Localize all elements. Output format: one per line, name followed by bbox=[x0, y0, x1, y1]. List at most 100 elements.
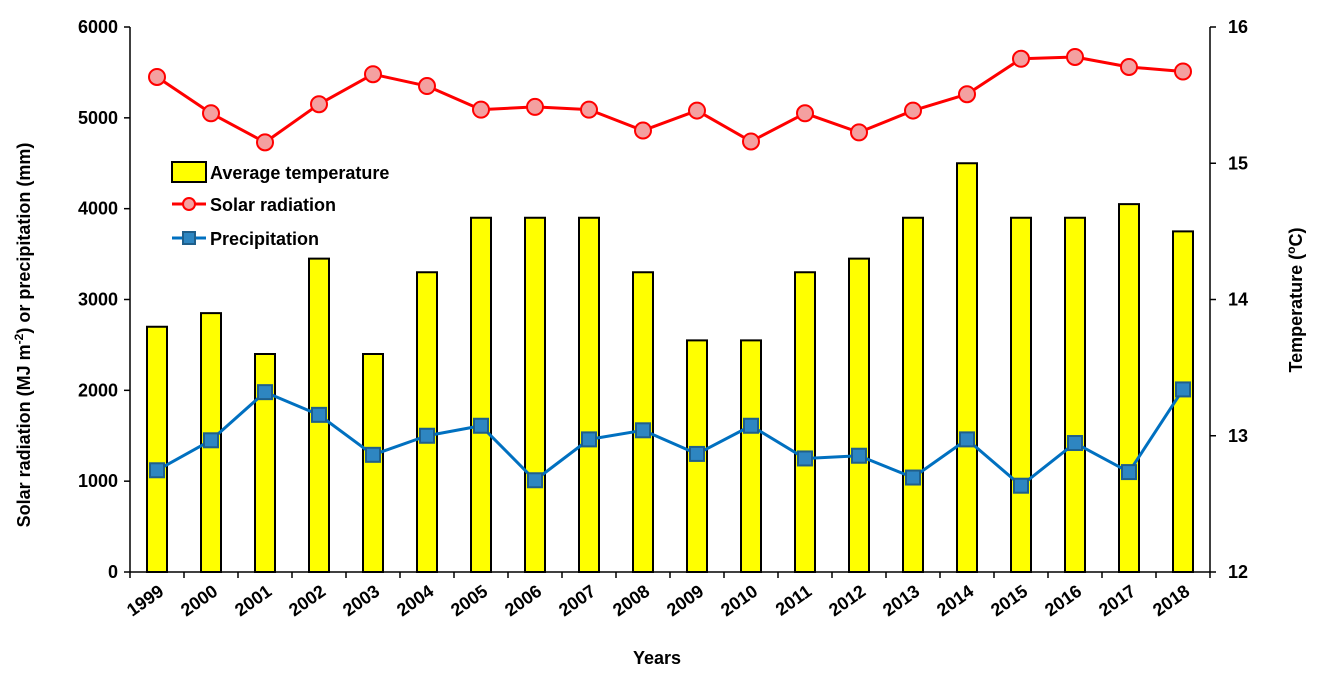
point-solar-2016 bbox=[1066, 47, 1084, 66]
point-precipitation-2007 bbox=[581, 431, 597, 448]
point-precipitation-2016 bbox=[1067, 435, 1083, 452]
bar-temperature-2017 bbox=[1118, 203, 1140, 573]
bar-temperature-2003 bbox=[362, 353, 384, 573]
x-tick-label-2011: 2011 bbox=[772, 581, 815, 620]
y-axis-title-left: Solar radiation (MJ m-2) or precipitatio… bbox=[12, 143, 34, 528]
legend-marker-solar bbox=[182, 197, 196, 211]
point-precipitation-2000 bbox=[203, 432, 219, 449]
point-solar-2013 bbox=[904, 101, 922, 120]
point-precipitation-2008 bbox=[635, 422, 651, 439]
y-right-tick-label: 15 bbox=[1228, 153, 1248, 173]
x-tick-label-2003: 2003 bbox=[339, 581, 383, 620]
line-solar bbox=[156, 55, 1184, 144]
point-solar-2000 bbox=[202, 104, 220, 123]
point-precipitation-2010 bbox=[743, 417, 759, 434]
point-solar-2007 bbox=[580, 100, 598, 119]
y-axis-title-right: Temperature (oC) bbox=[1284, 227, 1306, 372]
bar-temperature-2006 bbox=[524, 216, 546, 573]
bar-temperature-2015 bbox=[1010, 216, 1032, 573]
x-tick-label-2018: 2018 bbox=[1149, 581, 1193, 620]
legend-label-precip: Precipitation bbox=[210, 229, 319, 249]
point-solar-2008 bbox=[634, 121, 652, 140]
y-left-tick-label: 4000 bbox=[78, 199, 118, 219]
point-precipitation-1999 bbox=[149, 462, 165, 479]
point-solar-2011 bbox=[796, 104, 814, 123]
point-precipitation-2003 bbox=[365, 446, 381, 463]
point-solar-2001 bbox=[256, 133, 274, 152]
point-solar-2010 bbox=[742, 132, 760, 151]
y-left-tick-label: 3000 bbox=[78, 290, 118, 310]
point-precipitation-2009 bbox=[689, 445, 705, 462]
x-tick-label-2000: 2000 bbox=[177, 581, 221, 620]
point-solar-2004 bbox=[418, 77, 436, 96]
x-tick-label-2005: 2005 bbox=[447, 581, 491, 620]
chart-legend: Average temperature Solar radiation Prec… bbox=[171, 161, 389, 249]
legend-marker-precip bbox=[182, 231, 196, 245]
line-precipitation bbox=[156, 388, 1185, 488]
y-right-tick-label: 14 bbox=[1228, 290, 1248, 310]
x-tick-label-2007: 2007 bbox=[555, 581, 599, 620]
point-solar-2009 bbox=[688, 101, 706, 120]
point-solar-2005 bbox=[472, 100, 490, 119]
point-solar-2014 bbox=[958, 85, 976, 104]
point-precipitation-2006 bbox=[527, 472, 543, 489]
x-tick-label-2014: 2014 bbox=[933, 581, 977, 620]
point-solar-2006 bbox=[526, 97, 544, 116]
y-left-tick-label: 5000 bbox=[78, 108, 118, 128]
legend-label-solar: Solar radiation bbox=[210, 195, 336, 215]
x-tick-label-2002: 2002 bbox=[285, 581, 329, 620]
bar-temperature-2012 bbox=[848, 257, 870, 573]
bar-temperature-2014 bbox=[956, 162, 978, 573]
point-solar-2015 bbox=[1012, 49, 1030, 68]
point-precipitation-2011 bbox=[797, 450, 813, 467]
x-tick-label-2006: 2006 bbox=[501, 581, 545, 620]
x-tick-label-1999: 1999 bbox=[123, 581, 167, 620]
legend-label-temperature: Average temperature bbox=[210, 163, 389, 183]
y-left-tick-label: 1000 bbox=[78, 471, 118, 491]
bar-temperature-1999 bbox=[146, 325, 168, 573]
point-solar-2002 bbox=[310, 95, 328, 114]
x-tick-label-2012: 2012 bbox=[825, 581, 869, 620]
x-tick-label-2001: 2001 bbox=[231, 581, 275, 620]
point-precipitation-2018 bbox=[1175, 381, 1191, 398]
bar-temperature-2013 bbox=[902, 216, 924, 573]
bar-temperature-2016 bbox=[1064, 216, 1086, 573]
point-precipitation-2001 bbox=[257, 384, 273, 401]
bar-temperature-2005 bbox=[470, 216, 492, 573]
y-right-tick-label: 12 bbox=[1228, 562, 1248, 582]
y-left-tick-label: 0 bbox=[108, 562, 118, 582]
point-solar-2017 bbox=[1120, 57, 1138, 76]
bar-temperature-2010 bbox=[740, 339, 762, 573]
y-right-tick-label: 13 bbox=[1228, 426, 1248, 446]
bar-temperature-2004 bbox=[416, 271, 438, 573]
point-solar-2003 bbox=[364, 65, 382, 84]
x-axis-title: Years bbox=[633, 648, 681, 668]
point-solar-2018 bbox=[1174, 62, 1192, 81]
x-tick-label-2013: 2013 bbox=[879, 581, 923, 620]
bar-temperature-2007 bbox=[578, 216, 600, 573]
y-right-tick-label: 16 bbox=[1228, 17, 1248, 37]
temperature-bars bbox=[146, 162, 1194, 573]
point-precipitation-2017 bbox=[1121, 464, 1137, 481]
point-precipitation-2005 bbox=[473, 417, 489, 434]
x-tick-label-2004: 2004 bbox=[393, 581, 437, 620]
y-left-tick-label: 2000 bbox=[78, 380, 118, 400]
point-precipitation-2004 bbox=[419, 427, 435, 444]
point-solar-1999 bbox=[148, 67, 166, 86]
x-tick-label-2016: 2016 bbox=[1041, 581, 1085, 620]
legend-swatch-temperature bbox=[171, 161, 207, 183]
point-precipitation-2012 bbox=[851, 447, 867, 464]
x-tick-label-2009: 2009 bbox=[663, 581, 707, 620]
bar-temperature-2008 bbox=[632, 271, 654, 573]
data-lines bbox=[148, 47, 1192, 494]
point-precipitation-2015 bbox=[1013, 477, 1029, 494]
point-precipitation-2014 bbox=[959, 431, 975, 448]
x-tick-label-2010: 2010 bbox=[717, 581, 761, 620]
bar-temperature-2011 bbox=[794, 271, 816, 573]
point-solar-2012 bbox=[850, 123, 868, 142]
point-precipitation-2002 bbox=[311, 406, 327, 423]
point-precipitation-2013 bbox=[905, 469, 921, 486]
x-tick-label-2015: 2015 bbox=[987, 581, 1031, 620]
x-tick-label-2017: 2017 bbox=[1095, 581, 1139, 620]
